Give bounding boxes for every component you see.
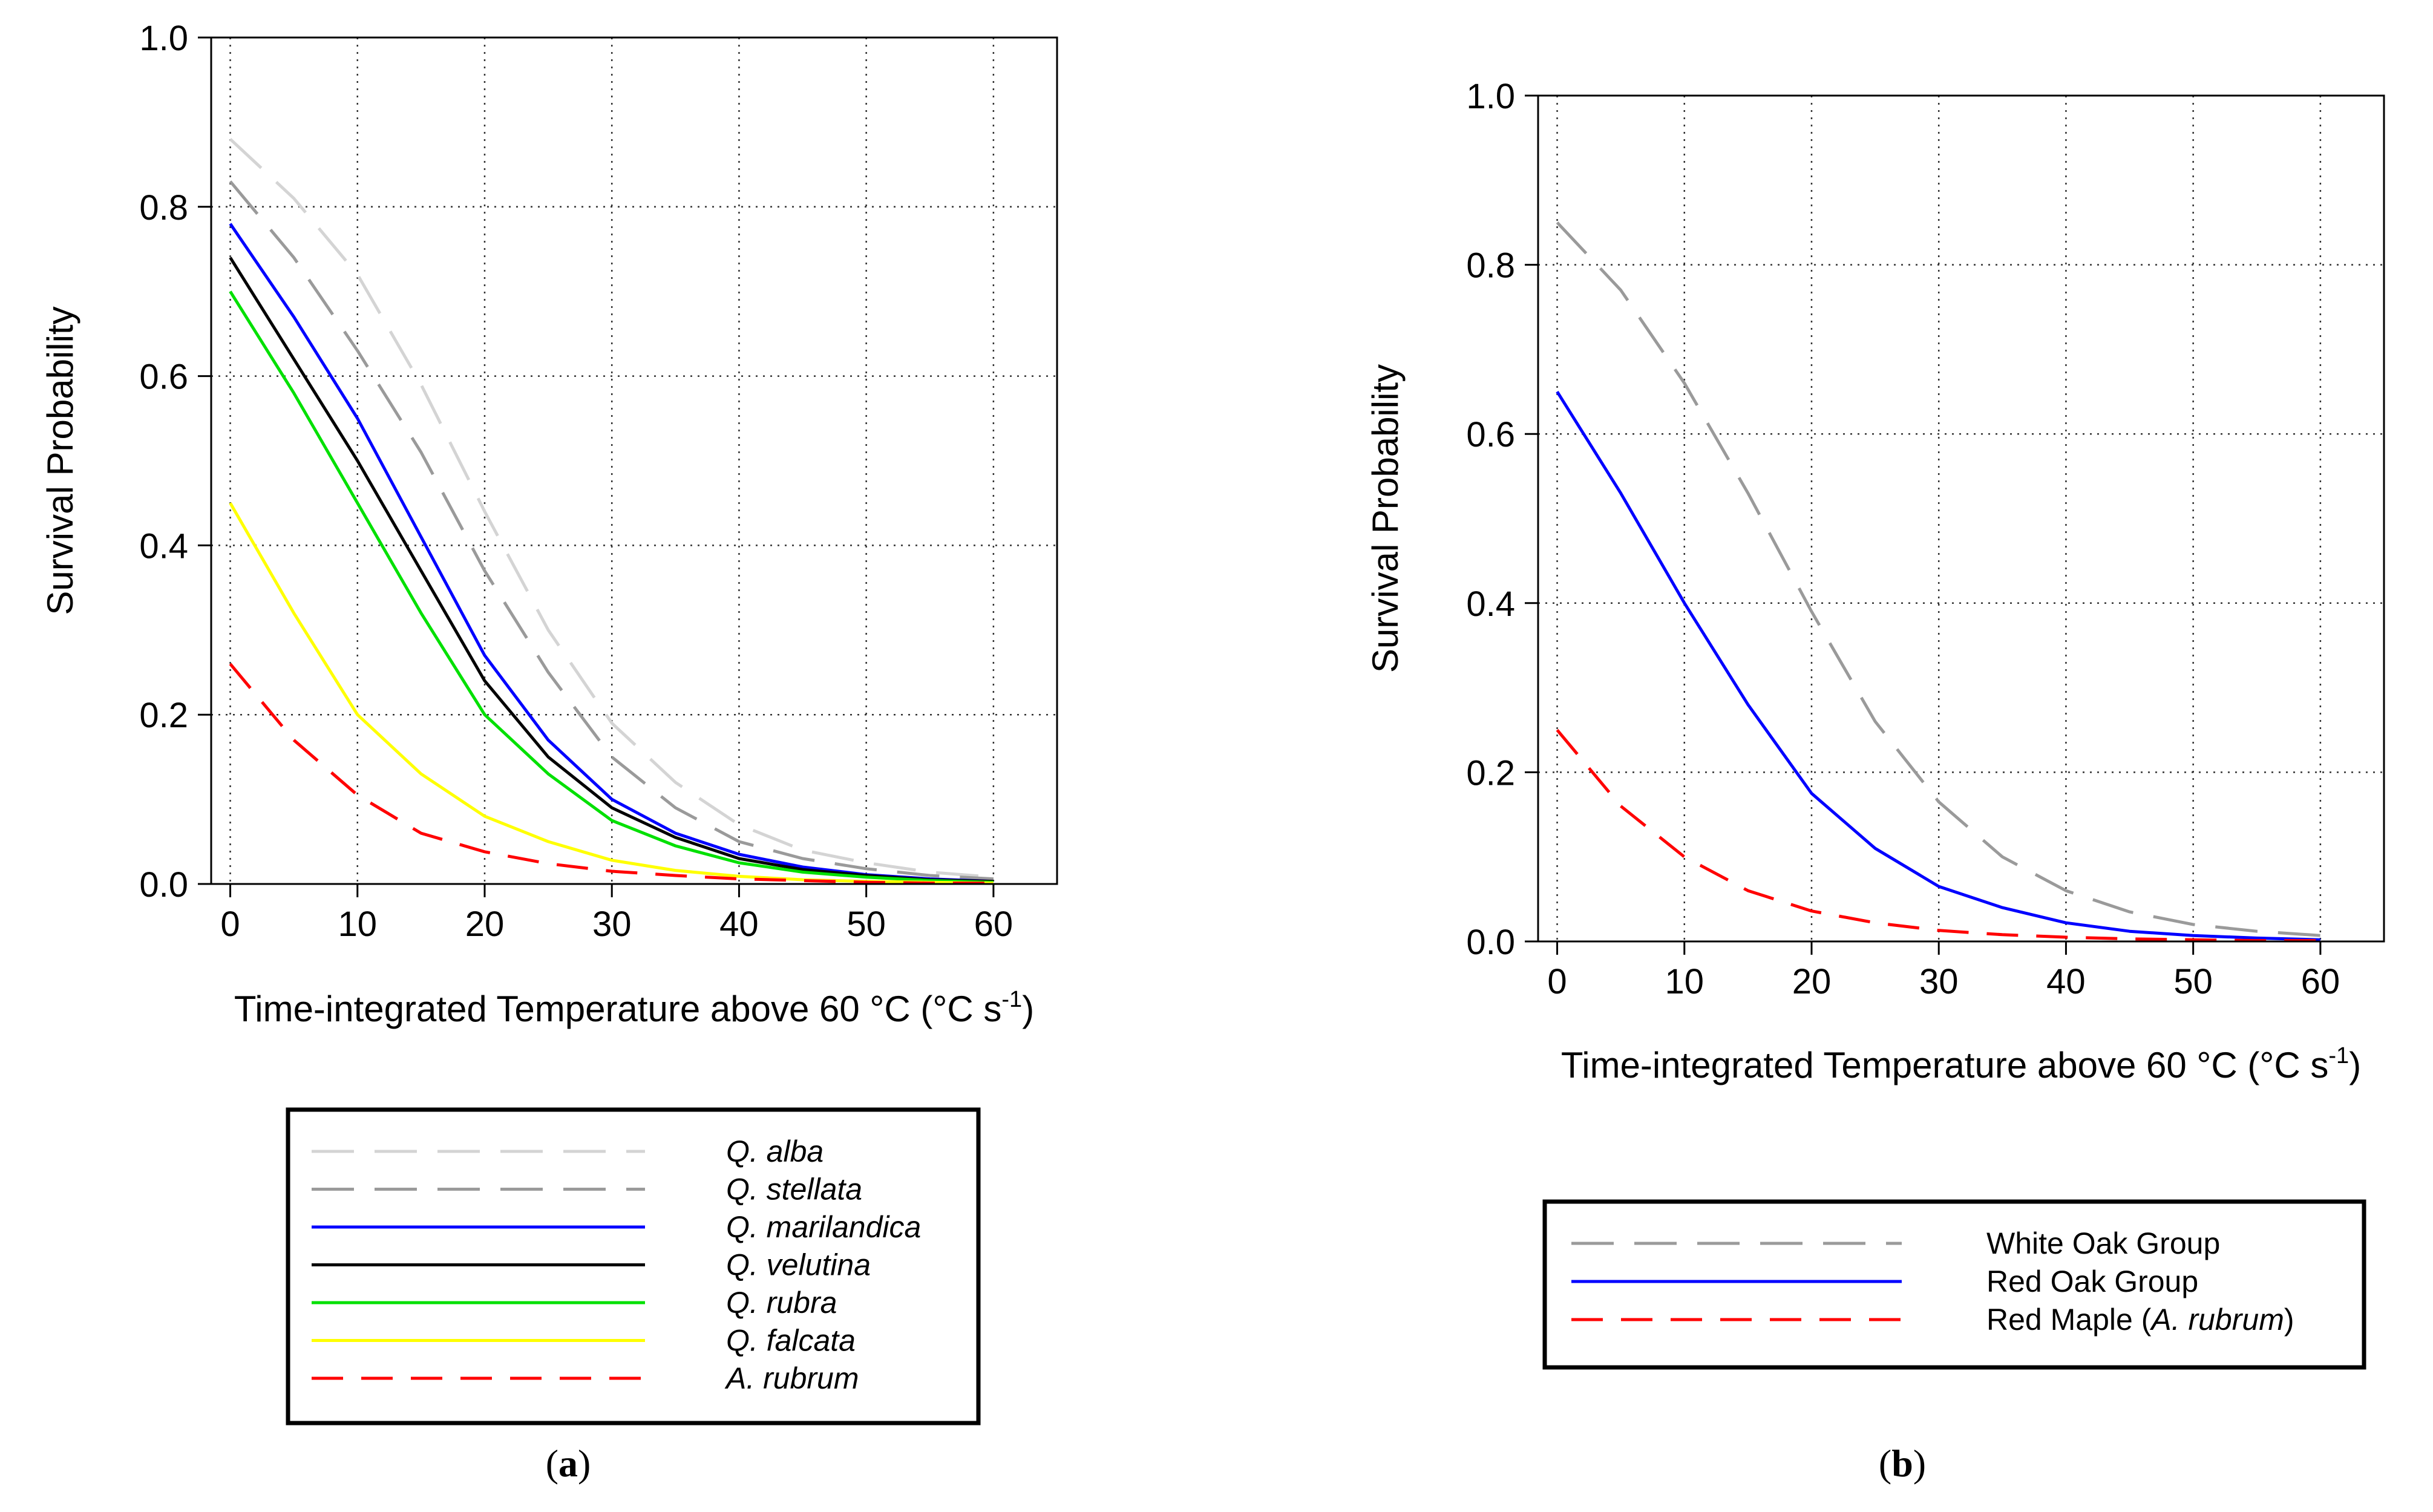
panel-label: (b) — [1879, 1442, 1926, 1485]
legend-label-3: Red Maple (A. rubrum) — [1986, 1303, 2294, 1337]
y-tick-label: 0.4 — [1466, 584, 1515, 624]
y-tick-label: 0.6 — [1466, 415, 1515, 454]
panel-label: (a) — [546, 1442, 591, 1485]
legend-label-1: Q. alba — [726, 1134, 824, 1168]
y-tick-label: 0.8 — [1466, 246, 1515, 286]
series-line-2 — [229, 180, 994, 881]
y-tick-label: 1.0 — [139, 19, 188, 58]
y-tick-label: 0.2 — [1466, 753, 1515, 793]
legend-label-5: Q. rubra — [726, 1286, 837, 1320]
x-tick-label: 30 — [1919, 962, 1959, 1001]
series-line-1 — [1556, 221, 2321, 937]
x-axis-title: Time-integrated Temperature above 60 °C … — [1561, 1043, 2361, 1085]
x-tick-label: 60 — [974, 905, 1013, 944]
y-axis-title: Survival Probability — [40, 306, 80, 615]
series-line-3 — [1556, 728, 2320, 943]
plot-frame — [210, 36, 1058, 885]
series-line-2 — [1556, 390, 2320, 941]
x-tick-label: 10 — [338, 905, 378, 944]
legend-label-2: Red Oak Group — [1986, 1265, 2198, 1298]
chart-b: 0 10 20 30 40 50 60 0.0 0.2 0.4 0.6 0.8 1.0 Survival … — [1365, 77, 2385, 1485]
y-tick-label: 0.4 — [139, 526, 188, 566]
y-tick-label: 0.2 — [139, 696, 188, 735]
x-tick-label: 40 — [719, 905, 759, 944]
legend-label-2: Q. stellata — [726, 1173, 862, 1206]
y-tick-label: 1.0 — [1466, 77, 1515, 116]
x-tick-label: 40 — [2046, 962, 2086, 1001]
legend-label-3: Q. marilandica — [726, 1210, 921, 1244]
legend-label-6: Q. falcata — [726, 1324, 856, 1358]
y-tick-label: 0.8 — [139, 188, 188, 227]
series-line-4 — [229, 257, 994, 883]
series-line-5 — [229, 290, 994, 884]
x-tick-label: 10 — [1665, 962, 1704, 1001]
x-tick-label: 30 — [592, 905, 632, 944]
legend-label-4: Q. velutina — [726, 1248, 871, 1282]
x-tick-label: 50 — [846, 905, 886, 944]
plot-frame — [1537, 94, 2385, 943]
series-line-6 — [229, 502, 994, 885]
x-tick-label: 20 — [465, 905, 505, 944]
x-axis-title: Time-integrated Temperature above 60 °C … — [234, 987, 1034, 1029]
legend-box — [1542, 1199, 2366, 1370]
legend-label-7: A. rubrum — [724, 1361, 859, 1395]
x-tick-label: 20 — [1792, 962, 1832, 1001]
x-tick-label: 0 — [1547, 962, 1567, 1001]
x-tick-label: 0 — [220, 905, 240, 944]
legend: Q. alba Q. stellata Q. marilandica Q. velut… — [286, 1107, 981, 1425]
x-tick-label: 60 — [2301, 962, 2340, 1001]
x-tick-label: 50 — [2173, 962, 2213, 1001]
legend: White Oak Group Red Oak Group Red Maple (A… — [1542, 1199, 2366, 1370]
y-tick-label: 0.0 — [139, 865, 188, 905]
chart-a: 0 10 20 30 40 50 60 0.0 0.2 0.4 0.6 0.8 1.0 Survival … — [40, 19, 1058, 1485]
series-line-1 — [229, 138, 994, 879]
y-tick-label: 0.6 — [139, 358, 188, 397]
y-tick-label: 0.0 — [1466, 923, 1515, 962]
series-line-7 — [229, 663, 994, 885]
legend-label-1: White Oak Group — [1986, 1226, 2220, 1260]
y-axis-title: Survival Probability — [1365, 364, 1406, 673]
